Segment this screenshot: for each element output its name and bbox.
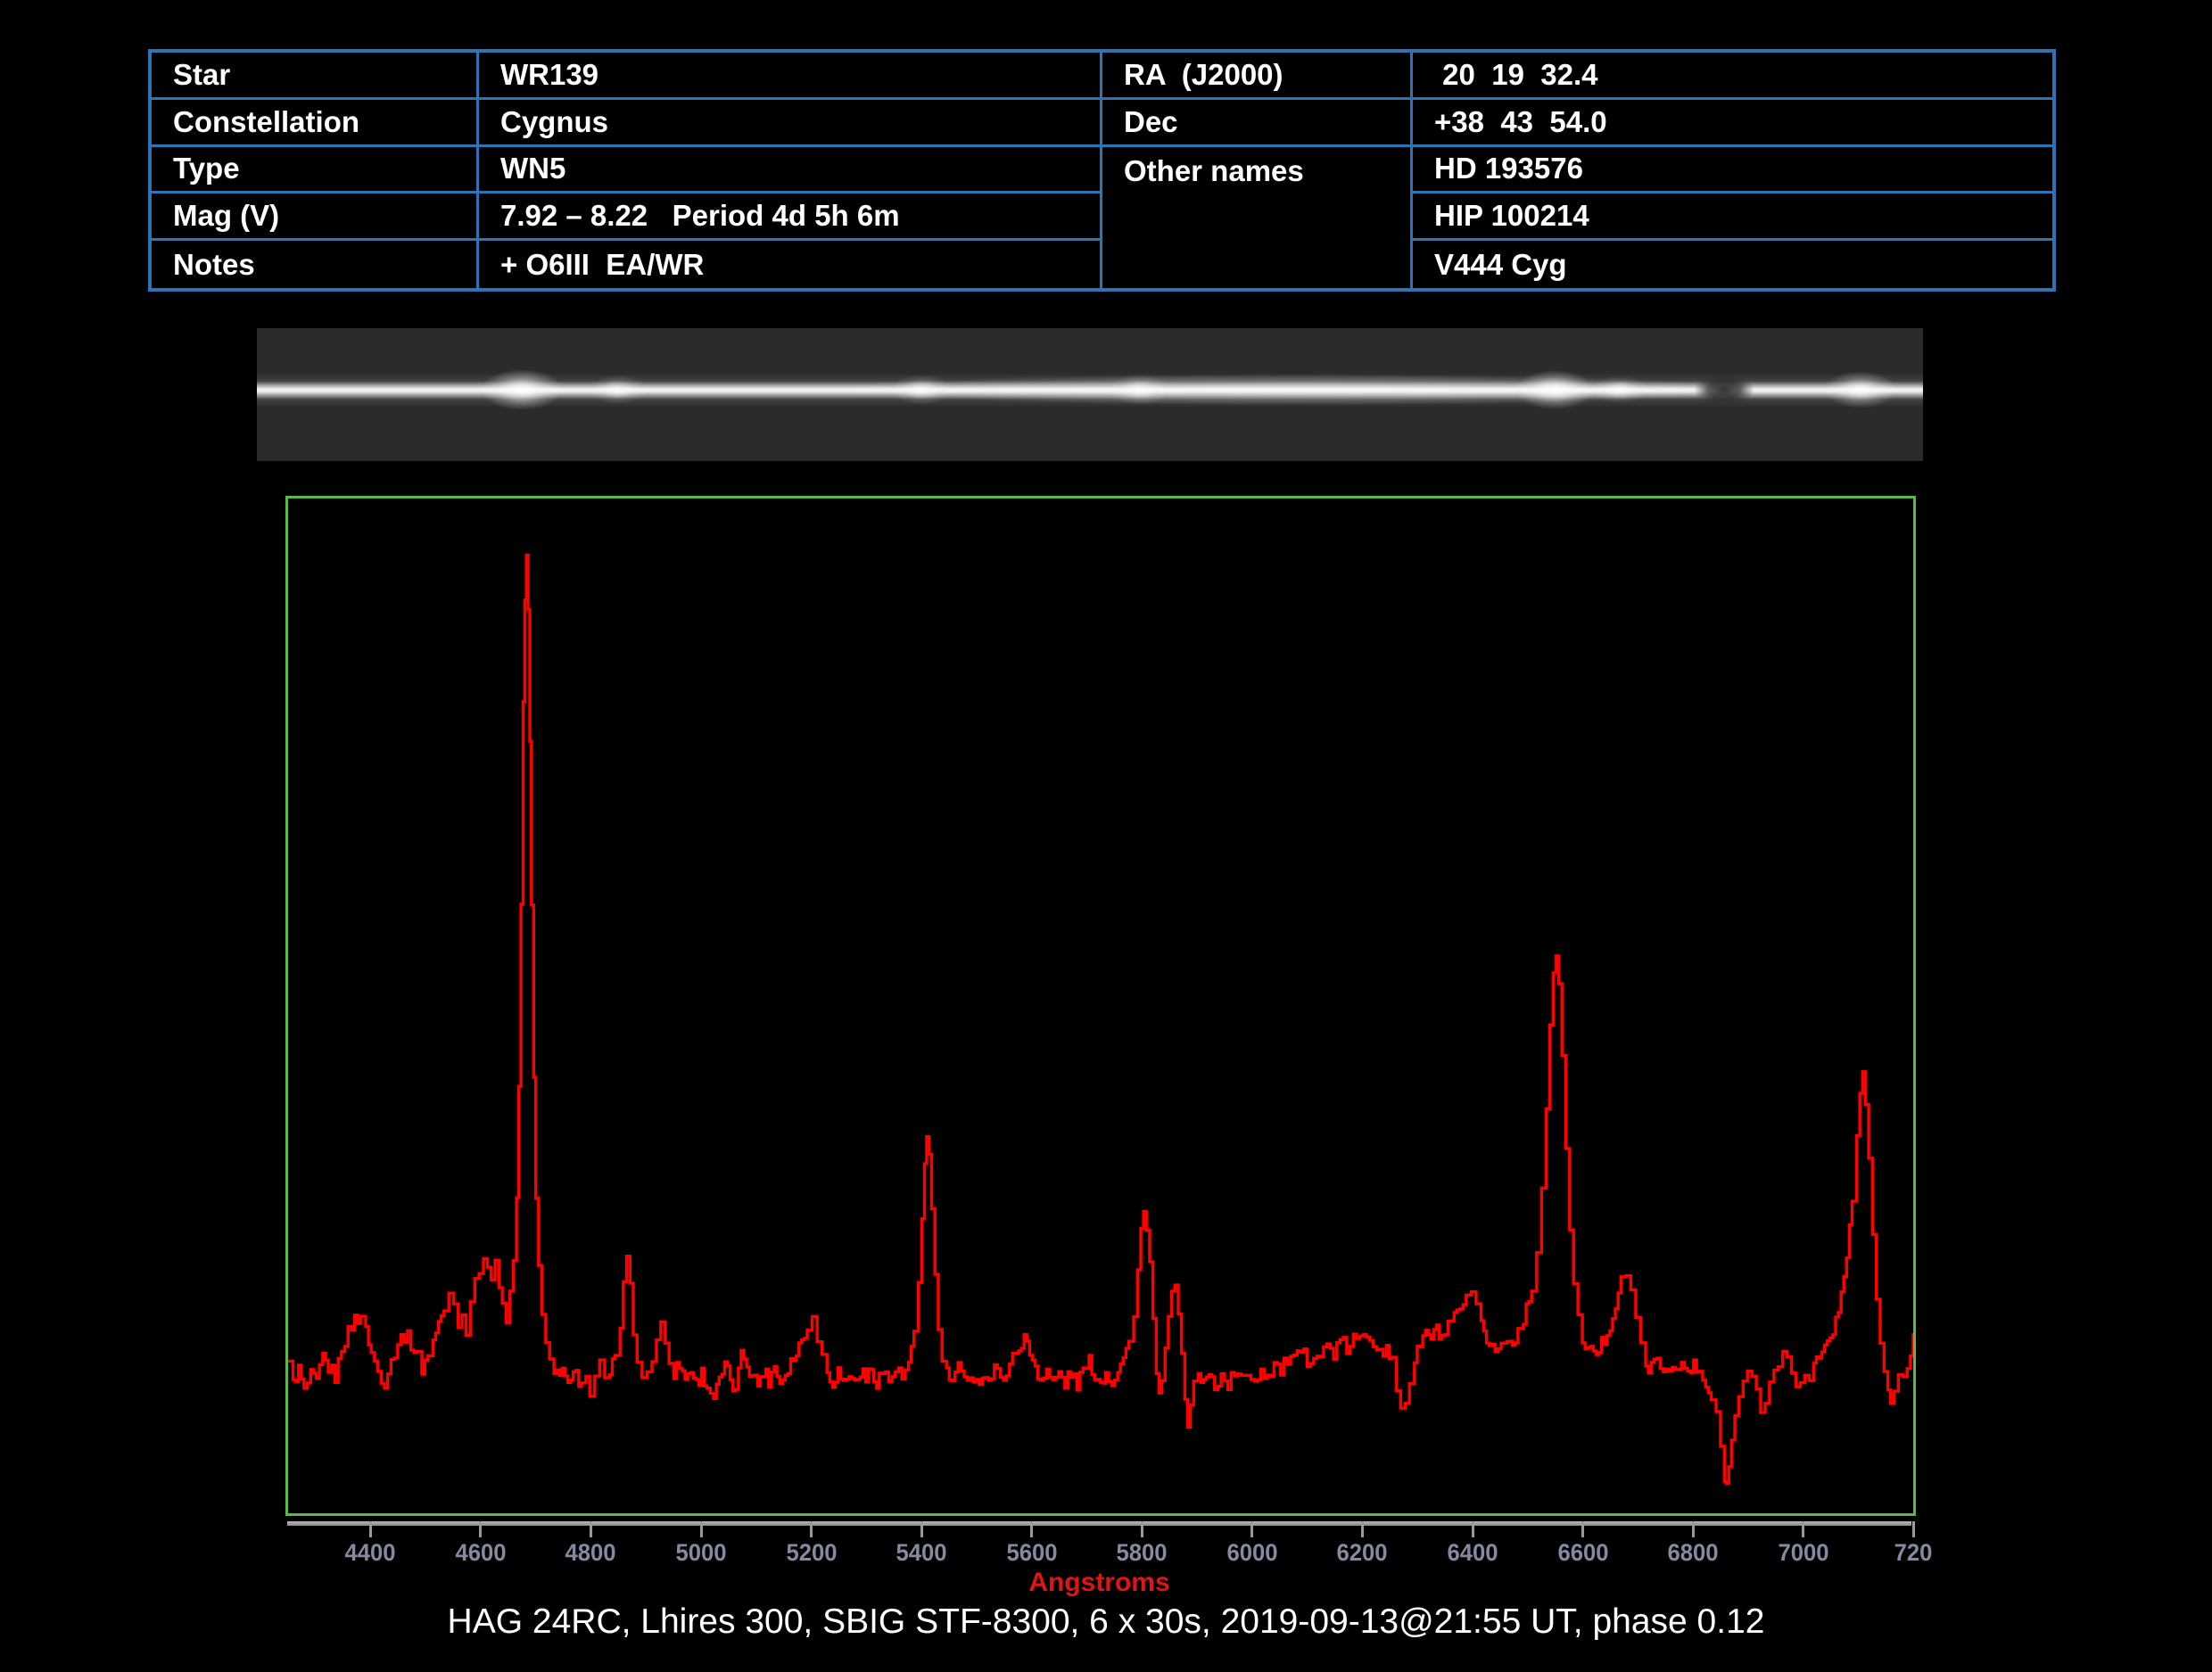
x-tick-mark bbox=[1581, 1521, 1585, 1537]
x-tick-mark bbox=[368, 1521, 372, 1537]
x-tick-mark bbox=[1030, 1521, 1034, 1537]
x-tick-mark bbox=[920, 1521, 923, 1537]
star-label: Star bbox=[152, 53, 479, 100]
x-tick-label: 4600 bbox=[455, 1539, 507, 1566]
x-tick-label: 7000 bbox=[1778, 1539, 1829, 1566]
x-tick-label: 5400 bbox=[896, 1539, 947, 1566]
spectrum-line bbox=[288, 553, 1913, 1486]
x-tick-label: 5600 bbox=[1006, 1539, 1058, 1566]
x-tick-mark bbox=[589, 1521, 592, 1537]
other-name-v444: V444 Cyg bbox=[1434, 247, 1567, 281]
x-tick-mark bbox=[479, 1521, 483, 1537]
dec-value: +38 43 54.0 bbox=[1413, 100, 2052, 147]
x-tick-label: 5000 bbox=[675, 1539, 727, 1566]
x-tick-label: 6800 bbox=[1667, 1539, 1719, 1566]
x-tick-mark bbox=[1802, 1521, 1805, 1537]
caption: HAG 24RC, Lhires 300, SBIG STF-8300, 6 x… bbox=[447, 1602, 1765, 1641]
star-value: WR139 bbox=[479, 53, 1102, 100]
ra-value: 20 19 32.4 bbox=[1413, 53, 2052, 100]
x-axis-title: Angstroms bbox=[1028, 1568, 1170, 1597]
x-tick-mark bbox=[810, 1521, 813, 1537]
star-info-table: Star WR139 RA (J2000) 20 19 32.4 Constel… bbox=[148, 49, 2056, 292]
x-tick-mark bbox=[699, 1521, 703, 1537]
x-tick-label: 4400 bbox=[344, 1539, 396, 1566]
x-tick-label: 6200 bbox=[1336, 1539, 1389, 1566]
x-tick-label: 720 bbox=[1894, 1539, 1933, 1566]
notes-value: + O6III EA/WR bbox=[479, 241, 1102, 288]
x-tick-mark bbox=[1140, 1521, 1143, 1537]
type-value: WN5 bbox=[479, 146, 1102, 194]
notes-label: Notes bbox=[152, 241, 479, 288]
x-tick-label: 6400 bbox=[1447, 1539, 1498, 1566]
x-tick-mark bbox=[1691, 1521, 1695, 1537]
x-tick-mark bbox=[1471, 1521, 1474, 1537]
other-names-label: Other names bbox=[1102, 146, 1413, 288]
x-tick-mark bbox=[1911, 1521, 1915, 1537]
x-tick-label: 6000 bbox=[1226, 1539, 1278, 1566]
x-tick-label: 6600 bbox=[1557, 1539, 1609, 1566]
type-label: Type bbox=[152, 146, 479, 194]
spectrum-plot-svg bbox=[288, 553, 1913, 1486]
x-tick-label: 5800 bbox=[1116, 1539, 1168, 1566]
ra-label: RA (J2000) bbox=[1102, 53, 1413, 100]
constellation-label: Constellation bbox=[152, 99, 479, 147]
x-axis-bar bbox=[287, 1521, 1911, 1526]
dec-label: Dec bbox=[1102, 99, 1413, 147]
x-tick-label: 4800 bbox=[565, 1539, 616, 1566]
other-name-hip: HIP 100214 bbox=[1413, 194, 2052, 242]
x-tick-label: 5200 bbox=[786, 1539, 838, 1566]
other-name-hd: HD 193576 bbox=[1413, 147, 2052, 194]
mag-value: 7.92 – 8.22 Period 4d 5h 6m bbox=[479, 194, 1102, 242]
x-tick-mark bbox=[1250, 1521, 1254, 1537]
spectrum-plot bbox=[285, 496, 1916, 1516]
constellation-value: Cygnus bbox=[479, 99, 1102, 147]
spectrum-strip-image bbox=[257, 328, 1923, 461]
mag-label: Mag (V) bbox=[152, 194, 479, 242]
x-tick-mark bbox=[1360, 1521, 1364, 1537]
